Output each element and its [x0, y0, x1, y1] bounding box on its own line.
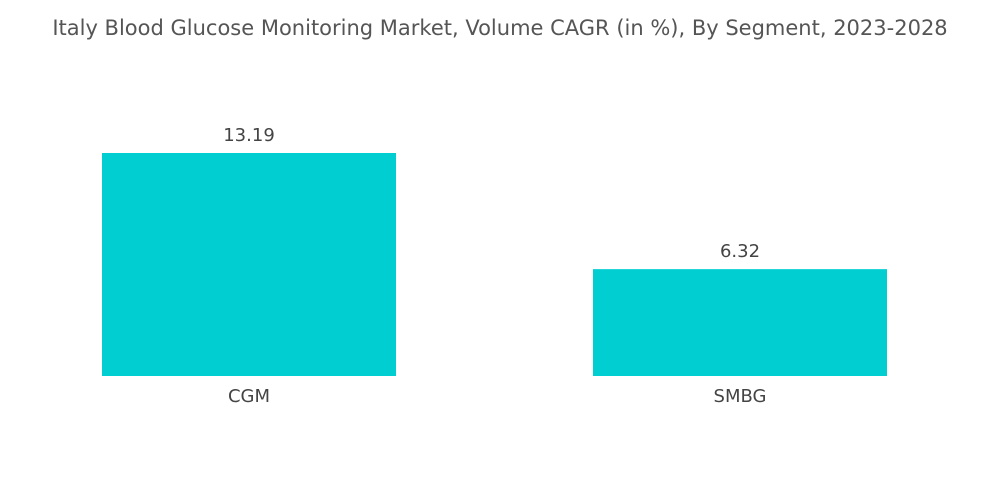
category-label-cgm: CGM: [228, 386, 270, 407]
bars-layer: 13.19 CGM 6.32 SMBG: [102, 125, 887, 407]
bar-cgm: [102, 153, 396, 376]
bar-value-label-cgm: 13.19: [223, 125, 275, 146]
bar-smbg: [593, 269, 887, 376]
chart-title: Italy Blood Glucose Monitoring Market, V…: [52, 16, 948, 40]
category-label-smbg: SMBG: [714, 386, 767, 407]
bar-value-label-smbg: 6.32: [720, 241, 760, 262]
